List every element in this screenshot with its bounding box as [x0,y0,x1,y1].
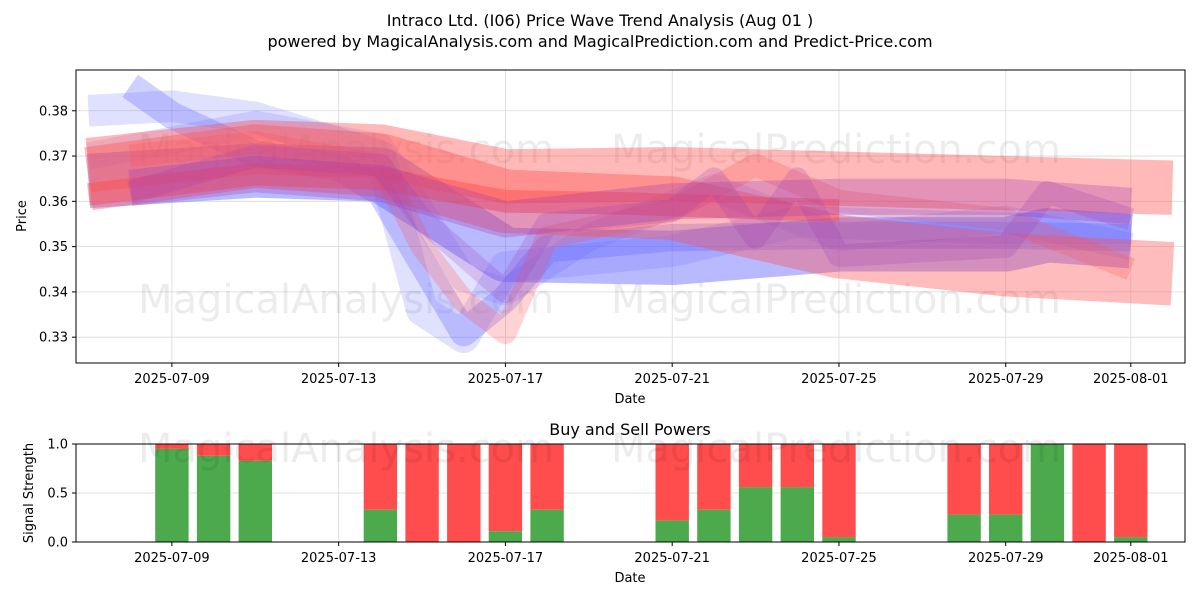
sell-power-bar [1114,444,1148,538]
sell-power-bar [947,444,981,515]
watermark-right-bottom: MagicalPrediction.com [611,277,1061,323]
buy-power-bar [738,487,773,542]
price-wave-plot: MagicalAnalysis.com MagicalPrediction.co… [15,69,1186,407]
sell-power-bar [488,444,523,532]
power-bars [155,444,1148,542]
price-y-axis-label: Price [15,200,30,232]
price-x-tick-label: 2025-07-17 [468,372,544,387]
price-y-tick-label: 0.37 [39,150,68,165]
power-watermarks: MagicalAnalysis.com MagicalPrediction.co… [138,426,1061,472]
sell-power-bar [780,444,814,488]
power-y-ticks: 0.0 0.5 1.0 [47,438,76,551]
buy-power-bar [488,531,523,542]
buy-power-bar [530,509,564,542]
watermark-left-top: MagicalAnalysis.com [138,127,554,173]
sell-power-bar [738,444,773,488]
buy-power-bar [947,514,981,542]
price-y-tick-label: 0.38 [39,104,68,119]
price-wave-band-4 [85,110,1134,306]
price-x-axis-label: Date [614,392,645,407]
buy-power-bar [238,460,272,542]
buy-power-bar [1114,537,1148,542]
price-x-tick-label: 2025-07-25 [801,372,877,387]
power-x-tick-label: 2025-08-01 [1093,551,1169,566]
power-x-tick-label: 2025-07-25 [801,551,877,566]
price-x-tick-label: 2025-07-09 [134,372,210,387]
power-x-tick-label: 2025-07-29 [968,551,1044,566]
buy-power-bar [989,514,1023,542]
price-x-tick-label: 2025-07-29 [968,372,1044,387]
price-x-ticks: 2025-07-09 2025-07-13 2025-07-17 2025-07-21… [134,363,1169,387]
power-y-axis-label: Signal Strength [22,443,37,543]
buy-power-bar [155,448,189,542]
sell-power-bar [822,444,856,538]
power-y-tick-label: 0.0 [47,536,68,551]
price-plot-frame [75,69,1186,364]
price-wave-band-3 [87,90,1131,354]
price-x-tick-label: 2025-07-21 [634,372,710,387]
price-x-tick-label: 2025-08-01 [1093,372,1169,387]
sell-power-bar [405,444,439,542]
sell-power-bar [530,444,564,510]
price-wave-band-7 [87,162,840,222]
power-y-tick-label: 1.0 [47,438,68,453]
sell-power-bar [447,444,481,542]
sell-power-bar [238,444,272,461]
buy-power-bar [780,487,814,542]
watermark-left-power: MagicalAnalysis.com [138,426,554,472]
buy-power-bar [196,455,231,542]
buy-power-bar [697,509,731,542]
price-wave-band-8 [128,131,1135,344]
price-wave-bands [84,74,1175,354]
power-x-ticks: 2025-07-09 2025-07-13 2025-07-17 2025-07-21… [134,542,1169,566]
sell-power-bar [989,444,1023,515]
sell-power-bar [655,444,689,521]
power-x-tick-label: 2025-07-13 [301,551,377,566]
power-x-tick-label: 2025-07-17 [468,551,544,566]
price-y-tick-label: 0.34 [39,285,68,300]
watermark-right-power: MagicalPrediction.com [611,426,1061,472]
price-wave-band-10 [128,156,1133,238]
buy-power-bar [822,537,856,542]
watermark-left-bottom: MagicalAnalysis.com [138,277,554,323]
sell-power-bar [155,444,189,449]
sell-power-bar [1072,444,1106,542]
chart-title: Intraco Ltd. (I06) Price Wave Trend Anal… [387,11,814,30]
price-wave-band-9 [127,144,1135,304]
price-plot-background [76,70,1185,363]
price-y-ticks: 0.33 0.34 0.35 0.36 0.37 0.38 [39,104,76,346]
price-watermarks: MagicalAnalysis.com MagicalPrediction.co… [138,127,1061,323]
sell-power-bar [697,444,731,510]
sell-power-bar [363,444,398,510]
price-y-tick-label: 0.35 [39,240,68,255]
price-wave-band-2 [122,74,1132,347]
watermark-right-top: MagicalPrediction.com [611,127,1061,173]
buy-power-bar [1030,444,1065,542]
power-x-tick-label: 2025-07-09 [134,551,210,566]
chart-subtitle: powered by MagicalAnalysis.com and Magic… [267,32,932,51]
buy-power-bar [655,520,689,542]
buy-sell-power-plot: Buy and Sell Powers MagicalAnalysis.com … [22,420,1186,586]
power-y-tick-label: 0.5 [47,487,68,502]
price-y-tick-label: 0.36 [39,195,68,210]
sell-power-bar [196,444,231,456]
power-x-tick-label: 2025-07-21 [634,551,710,566]
buy-power-bar [363,509,398,542]
price-wave-band-5 [85,119,1174,215]
price-x-tick-label: 2025-07-13 [301,372,377,387]
power-chart-title: Buy and Sell Powers [549,420,711,439]
power-x-axis-label: Date [614,571,645,586]
price-y-tick-label: 0.33 [39,331,68,346]
